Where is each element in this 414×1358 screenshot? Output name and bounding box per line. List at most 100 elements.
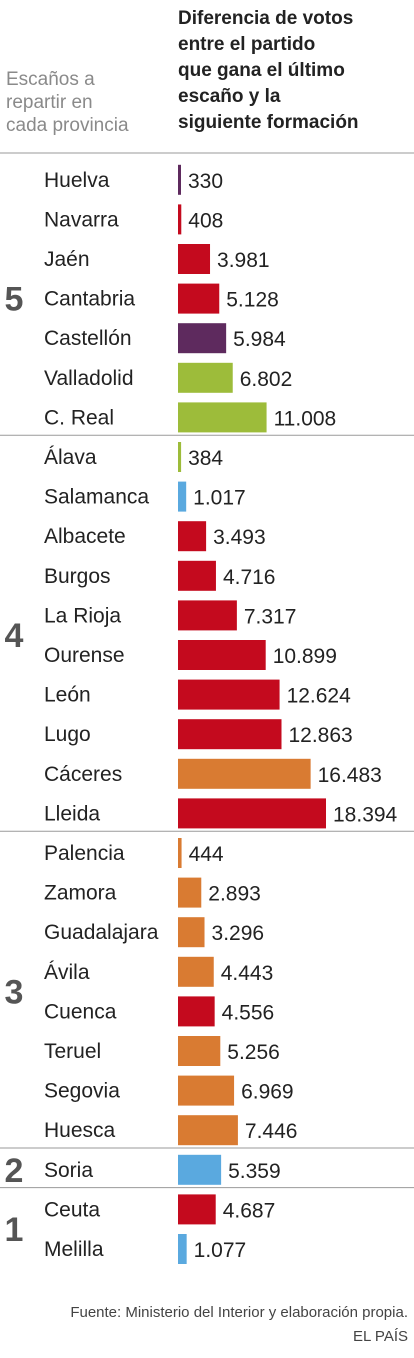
- bar: [178, 204, 182, 235]
- bar: [178, 679, 280, 710]
- source-note: Fuente: Ministerio del Interior y elabor…: [70, 1304, 408, 1321]
- value-label: 1.077: [194, 1239, 247, 1262]
- value-label: 5.256: [227, 1041, 280, 1064]
- province-label: Ávila: [44, 961, 90, 984]
- value-label: 3.493: [213, 526, 266, 549]
- seats-group-number: 5: [5, 281, 24, 319]
- province-label: Cuenca: [44, 1000, 117, 1023]
- bar: [178, 1154, 222, 1185]
- province-label: Melilla: [44, 1238, 104, 1261]
- value-label: 4.687: [223, 1199, 276, 1222]
- bar: [178, 798, 326, 829]
- value-label: 10.899: [273, 645, 337, 668]
- bar: [178, 244, 211, 274]
- province-label: Palencia: [44, 842, 125, 865]
- province-label: C. Real: [44, 406, 114, 429]
- bar: [178, 1234, 187, 1264]
- bar: [178, 640, 266, 670]
- bar: [178, 1036, 221, 1066]
- bar: [178, 560, 216, 591]
- province-label: Valladolid: [44, 367, 134, 390]
- bar: [178, 877, 202, 908]
- seats-group-number: 3: [5, 974, 24, 1012]
- bar: [178, 996, 215, 1027]
- province-label: Huelva: [44, 169, 110, 192]
- value-label: 330: [188, 170, 223, 193]
- bar: [178, 719, 282, 750]
- bar: [178, 362, 233, 393]
- bar: [178, 956, 214, 987]
- value-label: 16.483: [318, 764, 382, 787]
- province-label: Zamora: [44, 882, 117, 905]
- province-label: Ceuta: [44, 1198, 100, 1221]
- bar: [178, 323, 227, 354]
- bar: [178, 1194, 216, 1225]
- value-label: 12.863: [288, 724, 352, 747]
- seats-column-header: Escaños a repartir en cada provincia: [6, 68, 166, 137]
- value-label: 12.624: [287, 685, 352, 708]
- province-label: Cáceres: [44, 763, 122, 786]
- province-label: Navarra: [44, 208, 119, 231]
- chart-title-line: Diferencia de votos: [178, 8, 354, 29]
- value-label: 5.128: [226, 289, 279, 312]
- seats-group-number: 4: [5, 617, 24, 655]
- value-label: 11.008: [274, 407, 337, 430]
- value-label: 7.446: [245, 1120, 298, 1143]
- province-label: Teruel: [44, 1040, 101, 1063]
- value-label: 408: [188, 209, 223, 232]
- province-label: Álava: [44, 446, 97, 469]
- chart-title-line: que gana el último: [178, 60, 345, 81]
- bar: [178, 283, 220, 314]
- bar: [178, 838, 182, 868]
- value-label: 3.296: [212, 922, 265, 945]
- seats-group-number: 2: [5, 1152, 24, 1190]
- value-label: 444: [189, 843, 224, 866]
- seats-header-line: Escaños a: [6, 69, 95, 90]
- bar: [178, 164, 181, 195]
- province-label: Huesca: [44, 1119, 116, 1142]
- value-label: 384: [188, 447, 223, 470]
- value-label: 4.556: [222, 1001, 275, 1024]
- bar: [178, 917, 205, 948]
- bar: [178, 1075, 235, 1106]
- value-label: 7.317: [244, 605, 297, 628]
- province-label: Salamanca: [44, 486, 149, 509]
- chart-title-line: escaño y la: [178, 86, 281, 107]
- value-label: 6.802: [240, 368, 293, 391]
- bar: [178, 481, 187, 512]
- chart-title-line: siguiente formación: [178, 112, 359, 133]
- province-label: Albacete: [44, 525, 126, 548]
- bar: [178, 402, 267, 433]
- chart-title: Diferencia de votos entre el partido que…: [178, 6, 414, 136]
- value-label: 6.969: [241, 1081, 294, 1104]
- bar: [178, 758, 311, 789]
- province-label: Soria: [44, 1159, 93, 1182]
- province-label: Segovia: [44, 1080, 120, 1103]
- bar: [178, 600, 237, 631]
- value-label: 5.984: [233, 328, 286, 351]
- province-label: Burgos: [44, 565, 111, 588]
- province-label: Guadalajara: [44, 921, 159, 944]
- brand-label: EL PAÍS: [352, 1328, 408, 1345]
- bar-chart: Huelva 330 Navarra 408 Jaén 3.981 Cantabria 5.1…: [0, 152, 414, 1264]
- value-label: 5.359: [228, 1160, 281, 1183]
- bar: [178, 521, 207, 552]
- province-label: Ourense: [44, 644, 125, 667]
- value-label: 4.443: [221, 962, 274, 985]
- seats-header-line: repartir en: [6, 92, 93, 113]
- province-label: Lugo: [44, 723, 91, 746]
- value-label: 2.893: [208, 883, 261, 906]
- seats-group-number: 1: [5, 1211, 24, 1249]
- province-label: La Rioja: [44, 604, 121, 627]
- value-label: 3.981: [217, 249, 270, 272]
- province-label: Cantabria: [44, 288, 135, 311]
- bar: [178, 1115, 238, 1146]
- bar: [178, 442, 182, 472]
- province-label: Castellón: [44, 327, 132, 350]
- value-label: 4.716: [223, 566, 276, 589]
- province-label: Lleida: [44, 802, 100, 825]
- chart-title-line: entre el partido: [178, 34, 316, 55]
- province-label: Jaén: [44, 248, 90, 271]
- value-label: 18.394: [333, 803, 398, 826]
- province-label: León: [44, 684, 91, 707]
